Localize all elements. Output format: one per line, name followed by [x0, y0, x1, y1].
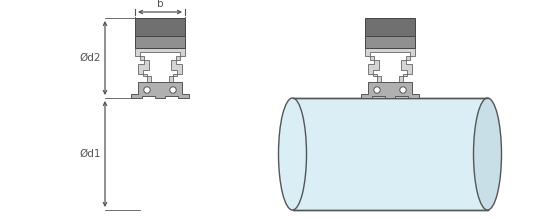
Polygon shape [361, 82, 419, 98]
Polygon shape [135, 36, 185, 48]
Circle shape [144, 87, 150, 93]
Ellipse shape [473, 98, 501, 210]
Polygon shape [365, 18, 415, 36]
Circle shape [374, 87, 380, 93]
Polygon shape [135, 18, 185, 36]
Polygon shape [293, 98, 487, 210]
Text: Ød1: Ød1 [80, 149, 101, 159]
Text: b: b [157, 0, 163, 9]
Polygon shape [131, 82, 189, 98]
Circle shape [170, 87, 176, 93]
Circle shape [400, 87, 406, 93]
Polygon shape [135, 48, 185, 82]
Polygon shape [365, 48, 415, 82]
Ellipse shape [279, 98, 307, 210]
Polygon shape [365, 36, 415, 48]
Text: Ød2: Ød2 [80, 53, 101, 63]
